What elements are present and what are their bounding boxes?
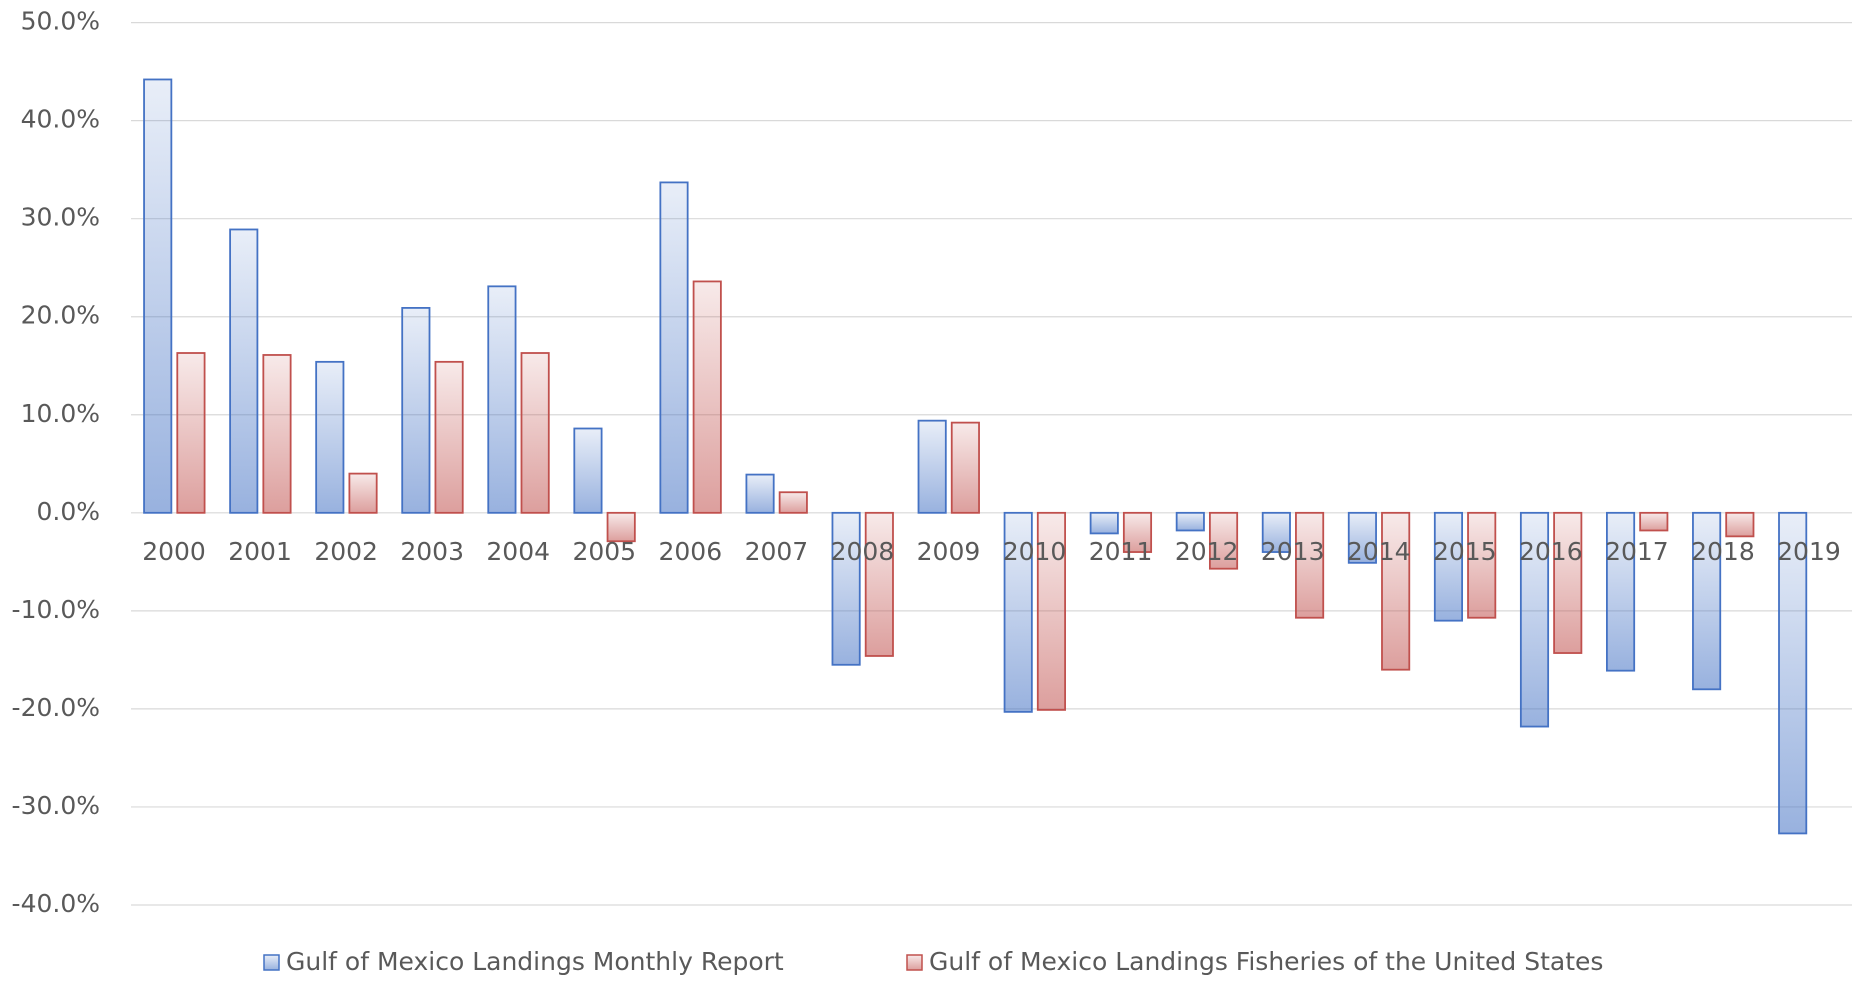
x-tick-label: 2002	[314, 537, 378, 566]
y-tick-label: 0.0%	[36, 497, 100, 526]
x-tick-label: 2001	[228, 537, 292, 566]
bar	[1467, 511, 1497, 619]
y-tick-label: 10.0%	[21, 399, 100, 428]
x-tick-label: 2014	[1347, 537, 1411, 566]
y-tick-label: -10.0%	[12, 595, 100, 624]
legend-swatch	[263, 954, 280, 971]
bar	[831, 511, 861, 666]
bar	[1639, 511, 1669, 532]
x-tick-label: 2008	[831, 537, 895, 566]
bar	[917, 419, 947, 514]
bar	[1261, 511, 1291, 553]
legend-label: Gulf of Mexico Landings Monthly Report	[286, 947, 784, 976]
bar	[1295, 511, 1325, 619]
bar	[1089, 511, 1119, 535]
bar	[1003, 511, 1033, 713]
bar	[143, 78, 173, 514]
legend-swatch	[906, 954, 923, 971]
x-tick-label: 2013	[1261, 537, 1325, 566]
bar	[1175, 511, 1205, 532]
bar	[348, 472, 378, 514]
bar	[1036, 511, 1066, 711]
bar	[692, 280, 722, 514]
bar	[176, 352, 206, 514]
bar	[1381, 511, 1411, 671]
legend-label: Gulf of Mexico Landings Fisheries of the…	[929, 947, 1603, 976]
x-tick-label: 2015	[1433, 537, 1497, 566]
y-tick-label: 30.0%	[21, 203, 100, 232]
y-tick-label: 20.0%	[21, 301, 100, 330]
y-tick-label: -20.0%	[12, 693, 100, 722]
bar	[1553, 511, 1583, 654]
x-tick-label: 2011	[1089, 537, 1153, 566]
bar	[778, 491, 808, 514]
y-tick-label: 40.0%	[21, 105, 100, 134]
x-tick-label: 2005	[572, 537, 636, 566]
bar	[864, 511, 894, 657]
x-tick-label: 2017	[1605, 537, 1669, 566]
bar	[745, 473, 775, 514]
bar	[401, 307, 431, 514]
bar	[262, 354, 292, 514]
x-tick-label: 2016	[1519, 537, 1583, 566]
y-tick-label: 50.0%	[21, 7, 100, 36]
x-tick-label: 2006	[659, 537, 723, 566]
bar	[487, 285, 517, 514]
bar	[1692, 511, 1722, 691]
x-tick-label: 2004	[486, 537, 550, 566]
bar	[1122, 511, 1153, 553]
bar	[1778, 511, 1808, 835]
bar	[1606, 511, 1636, 672]
bar	[606, 511, 636, 543]
x-tick-label: 2003	[400, 537, 464, 566]
bar	[229, 228, 259, 514]
y-tick-label: -30.0%	[12, 791, 100, 820]
x-tick-label: 2000	[142, 537, 206, 566]
bar	[1519, 511, 1550, 728]
bar	[1433, 511, 1464, 622]
y-tick-label: -40.0%	[12, 889, 100, 918]
bar	[573, 427, 603, 514]
x-tick-label: 2009	[917, 537, 981, 566]
bar	[1347, 511, 1377, 564]
bar	[659, 181, 689, 514]
bar	[1725, 511, 1755, 538]
bar	[950, 421, 980, 514]
x-tick-label: 2010	[1003, 537, 1067, 566]
bar	[1208, 511, 1239, 570]
x-tick-label: 2012	[1175, 537, 1239, 566]
bar	[434, 360, 464, 514]
bar	[315, 360, 345, 514]
x-tick-label: 2007	[745, 537, 809, 566]
x-tick-label: 2019	[1777, 537, 1841, 566]
bar	[520, 352, 550, 514]
x-tick-label: 2018	[1691, 537, 1755, 566]
